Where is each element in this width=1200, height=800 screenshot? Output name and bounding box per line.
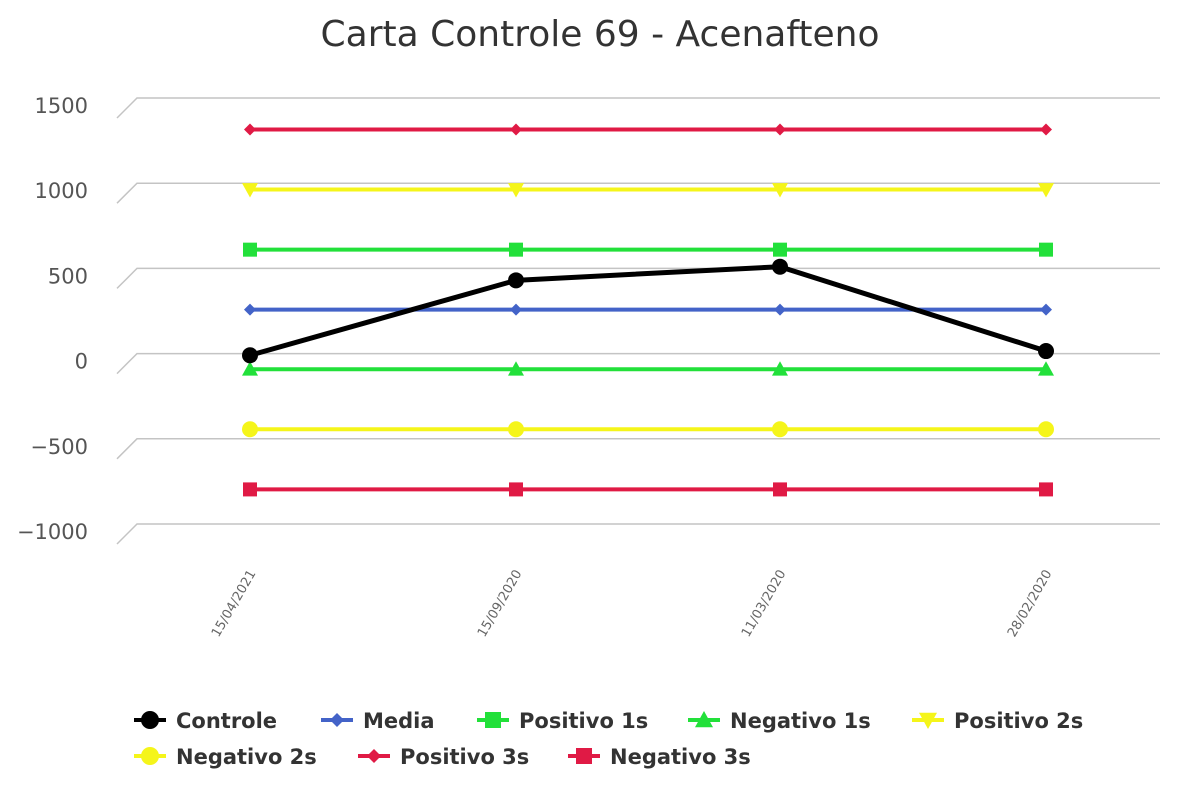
data-point xyxy=(773,482,787,497)
data-point xyxy=(242,421,258,438)
data-point xyxy=(772,361,788,376)
data-point xyxy=(1039,242,1053,257)
series-positivo-3s xyxy=(244,123,1052,136)
legend-item[interactable]: Media xyxy=(321,709,435,733)
y-tick-label: 0 xyxy=(75,350,88,374)
legend-label: Positivo 1s xyxy=(519,709,648,733)
data-point xyxy=(772,421,788,438)
grid-line xyxy=(116,97,1160,119)
data-point xyxy=(774,303,786,316)
legend-marker xyxy=(367,749,381,763)
legend-marker xyxy=(576,748,592,764)
legend-item[interactable]: Controle xyxy=(134,709,277,733)
data-point xyxy=(508,361,524,376)
legend-item[interactable]: Positivo 1s xyxy=(477,709,648,733)
data-point xyxy=(1040,303,1052,316)
x-axis-tick-labels: 15/04/2021 15/09/2020 11/03/2020 28/02/2020 xyxy=(209,568,1055,640)
grid-line xyxy=(116,438,1160,460)
legend-label: Media xyxy=(363,709,435,733)
grid-line xyxy=(116,523,1160,545)
series-positivo-2s xyxy=(242,183,1054,198)
data-point xyxy=(508,272,524,289)
y-tick-label: 500 xyxy=(48,264,88,288)
data-point xyxy=(244,123,256,136)
data-point xyxy=(1038,183,1054,198)
legend: Controle Media Positivo 1s Negativo 1s Posit… xyxy=(134,709,1083,769)
legend-label: Negativo 2s xyxy=(176,745,317,769)
data-point xyxy=(1040,123,1052,136)
series-negativo-3s xyxy=(243,482,1053,497)
data-point xyxy=(1038,361,1054,376)
legend-label: Positivo 3s xyxy=(400,745,529,769)
legend-item[interactable]: Positivo 2s xyxy=(912,709,1083,733)
data-point xyxy=(510,123,522,136)
grid-line xyxy=(116,267,1160,289)
data-point xyxy=(774,123,786,136)
legend-marker xyxy=(919,712,937,729)
legend-marker xyxy=(485,712,501,728)
data-point xyxy=(1039,482,1053,497)
series-lines xyxy=(242,123,1054,497)
series-controle xyxy=(242,258,1054,364)
y-tick-label: −500 xyxy=(30,435,88,459)
y-tick-label: 1500 xyxy=(35,94,88,118)
grid-line xyxy=(116,352,1160,375)
series-line xyxy=(249,264,1047,358)
legend-label: Positivo 2s xyxy=(954,709,1083,733)
x-tick-label: 15/09/2020 xyxy=(475,568,525,640)
data-point xyxy=(773,242,787,257)
legend-label: Negativo 1s xyxy=(730,709,871,733)
y-axis-tick-labels: 1500 1000 500 0 −500 −1000 xyxy=(17,94,88,544)
x-tick-label: 28/02/2020 xyxy=(1005,568,1055,640)
legend-marker xyxy=(141,747,159,765)
chart-title: Carta Controle 69 - Acenafteno xyxy=(320,14,880,55)
x-tick-label: 11/03/2020 xyxy=(739,568,789,640)
legend-item[interactable]: Negativo 3s xyxy=(568,745,751,769)
legend-label: Negativo 3s xyxy=(610,745,751,769)
data-point xyxy=(1038,343,1054,360)
data-point xyxy=(508,183,524,198)
x-tick-label: 15/04/2021 xyxy=(209,568,259,640)
y-tick-label: 1000 xyxy=(35,179,88,203)
data-point xyxy=(244,303,256,316)
data-point xyxy=(243,242,257,257)
data-point xyxy=(510,303,522,316)
data-point xyxy=(1038,421,1054,438)
legend-item[interactable]: Negativo 1s xyxy=(688,709,871,733)
legend-marker xyxy=(695,711,713,728)
grid-lines xyxy=(116,97,1160,545)
data-point xyxy=(509,482,523,497)
legend-item[interactable]: Positivo 3s xyxy=(358,745,529,769)
series-positivo-1s xyxy=(243,242,1053,257)
series-negativo-2s xyxy=(242,421,1054,438)
data-point xyxy=(508,421,524,438)
data-point xyxy=(242,347,258,364)
data-point xyxy=(772,183,788,198)
series-negativo-1s xyxy=(242,361,1054,376)
legend-marker xyxy=(141,711,159,729)
legend-marker xyxy=(330,713,344,727)
legend-label: Controle xyxy=(176,709,277,733)
data-point xyxy=(772,258,788,275)
legend-item[interactable]: Negativo 2s xyxy=(134,745,317,769)
data-point xyxy=(242,183,258,198)
data-point xyxy=(242,361,258,376)
grid-line xyxy=(116,182,1160,204)
data-point xyxy=(509,242,523,257)
y-tick-label: −1000 xyxy=(17,520,88,544)
data-point xyxy=(243,482,257,497)
